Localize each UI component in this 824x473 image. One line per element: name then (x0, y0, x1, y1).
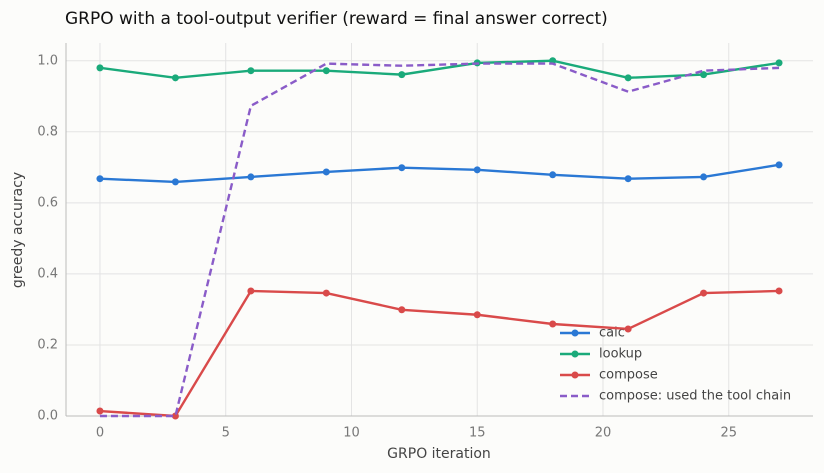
point (624, 74, 632, 82)
x-tick-label: 20 (595, 426, 612, 441)
point (322, 67, 330, 75)
x-axis-label: GRPO iteration (387, 446, 491, 462)
x-tick-label: 15 (469, 426, 486, 441)
point (96, 175, 104, 183)
point (247, 287, 255, 295)
point (171, 74, 179, 82)
point (700, 71, 708, 79)
series-line (99, 59, 780, 80)
x-tick-label: 25 (720, 426, 737, 441)
legend-marker (571, 371, 579, 379)
y-tick-label: 0.0 (37, 409, 58, 424)
series-line (99, 163, 780, 184)
point (171, 178, 179, 186)
point (473, 311, 481, 319)
point (624, 175, 632, 183)
point (398, 306, 406, 314)
point (322, 289, 330, 297)
series-line (99, 289, 780, 418)
y-tick-label: 1.0 (37, 53, 58, 68)
point (322, 168, 330, 176)
point (398, 71, 406, 79)
y-tick-label: 0.2 (37, 337, 58, 352)
point (473, 166, 481, 174)
legend-marker (571, 329, 579, 337)
y-tick-label: 0.6 (37, 195, 58, 210)
y-tick-label: 0.4 (37, 266, 58, 281)
point (700, 289, 708, 297)
legend-label: compose: used the tool chain (599, 389, 791, 404)
point (775, 287, 783, 295)
legend-label: compose (599, 368, 658, 383)
y-tick-label: 0.8 (37, 124, 58, 139)
point (398, 164, 406, 172)
legend-label: lookup (599, 347, 642, 362)
point (549, 171, 557, 179)
x-tick-label: 5 (222, 426, 230, 441)
point (96, 407, 104, 415)
point (775, 59, 783, 67)
series-line (99, 62, 780, 418)
point (96, 64, 104, 72)
point (171, 412, 179, 420)
legend-marker (571, 350, 579, 358)
x-tick-label: 0 (96, 426, 104, 441)
point (247, 67, 255, 75)
point (549, 320, 557, 328)
x-tick-label: 10 (343, 426, 360, 441)
point (775, 161, 783, 169)
point (247, 173, 255, 181)
point (624, 325, 632, 333)
chart-title: GRPO with a tool-output verifier (reward… (65, 9, 608, 29)
point (700, 173, 708, 181)
y-axis-label: greedy accuracy (10, 172, 26, 288)
